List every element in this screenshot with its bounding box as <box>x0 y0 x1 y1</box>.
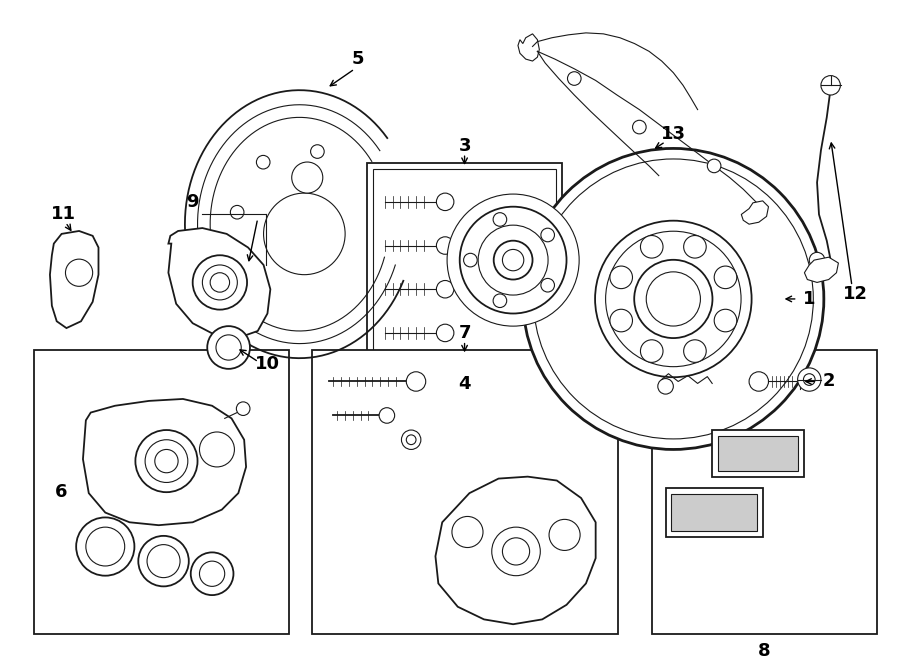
Circle shape <box>447 194 579 326</box>
Circle shape <box>200 561 225 587</box>
Circle shape <box>436 237 454 254</box>
Circle shape <box>200 432 234 467</box>
Circle shape <box>478 225 548 295</box>
Circle shape <box>568 71 581 85</box>
Polygon shape <box>83 399 246 525</box>
Text: 4: 4 <box>458 375 471 393</box>
Circle shape <box>502 538 529 565</box>
Bar <box>34 350 289 634</box>
Text: 9: 9 <box>186 193 199 211</box>
Circle shape <box>595 220 751 377</box>
Circle shape <box>406 435 416 445</box>
Circle shape <box>646 272 700 326</box>
Circle shape <box>633 120 646 134</box>
Circle shape <box>193 256 248 310</box>
Circle shape <box>610 266 633 289</box>
Circle shape <box>379 408 395 423</box>
Circle shape <box>641 340 663 362</box>
Text: 3: 3 <box>458 136 471 154</box>
Circle shape <box>216 335 241 360</box>
Bar <box>718 436 797 471</box>
Polygon shape <box>168 228 270 338</box>
Circle shape <box>86 527 125 566</box>
Bar <box>367 163 562 367</box>
Circle shape <box>804 374 815 385</box>
Polygon shape <box>805 258 839 283</box>
Circle shape <box>139 536 189 587</box>
Text: 13: 13 <box>661 125 686 143</box>
Text: 5: 5 <box>352 50 364 68</box>
Circle shape <box>715 309 737 332</box>
Circle shape <box>658 379 673 394</box>
Bar <box>652 350 878 634</box>
Circle shape <box>76 518 134 576</box>
Polygon shape <box>518 34 539 61</box>
Text: 12: 12 <box>843 285 868 303</box>
Circle shape <box>549 520 580 550</box>
Circle shape <box>66 259 93 287</box>
Circle shape <box>145 440 188 483</box>
Text: 2: 2 <box>823 373 835 391</box>
Circle shape <box>684 340 706 362</box>
Circle shape <box>715 266 737 289</box>
Circle shape <box>436 324 454 342</box>
Circle shape <box>821 75 841 95</box>
Circle shape <box>155 449 178 473</box>
Circle shape <box>749 372 769 391</box>
Circle shape <box>436 193 454 211</box>
Circle shape <box>211 273 230 292</box>
Bar <box>312 350 618 634</box>
Circle shape <box>493 294 507 308</box>
Circle shape <box>493 213 507 226</box>
Circle shape <box>797 368 821 391</box>
Text: 11: 11 <box>51 205 76 224</box>
Polygon shape <box>742 201 769 224</box>
Circle shape <box>135 430 197 492</box>
Circle shape <box>406 372 426 391</box>
Circle shape <box>230 205 244 219</box>
Circle shape <box>264 193 345 275</box>
Circle shape <box>452 516 483 547</box>
Circle shape <box>310 145 324 158</box>
Polygon shape <box>436 477 596 624</box>
Text: 6: 6 <box>55 483 68 501</box>
Circle shape <box>460 207 566 314</box>
Circle shape <box>610 309 633 332</box>
Circle shape <box>401 430 421 449</box>
Circle shape <box>147 545 180 578</box>
Text: 7: 7 <box>458 324 471 342</box>
Circle shape <box>684 236 706 258</box>
Circle shape <box>809 252 824 268</box>
Circle shape <box>641 236 663 258</box>
Circle shape <box>202 265 238 300</box>
Circle shape <box>464 254 477 267</box>
Circle shape <box>191 552 233 595</box>
Bar <box>712 430 805 477</box>
Bar <box>666 489 762 537</box>
Text: 10: 10 <box>255 355 280 373</box>
Circle shape <box>541 228 554 242</box>
Circle shape <box>634 260 713 338</box>
Circle shape <box>436 281 454 298</box>
Circle shape <box>606 231 741 367</box>
Bar <box>671 494 757 531</box>
Circle shape <box>502 250 524 271</box>
Circle shape <box>534 159 814 439</box>
Circle shape <box>292 162 323 193</box>
Bar <box>374 169 556 361</box>
Circle shape <box>491 527 540 576</box>
Circle shape <box>256 156 270 169</box>
Text: 1: 1 <box>803 290 815 308</box>
Circle shape <box>707 159 721 173</box>
Circle shape <box>494 241 533 279</box>
Circle shape <box>523 148 824 449</box>
Polygon shape <box>50 231 98 328</box>
Circle shape <box>207 326 250 369</box>
Circle shape <box>237 402 250 416</box>
Circle shape <box>541 279 554 292</box>
Text: 8: 8 <box>759 642 771 661</box>
